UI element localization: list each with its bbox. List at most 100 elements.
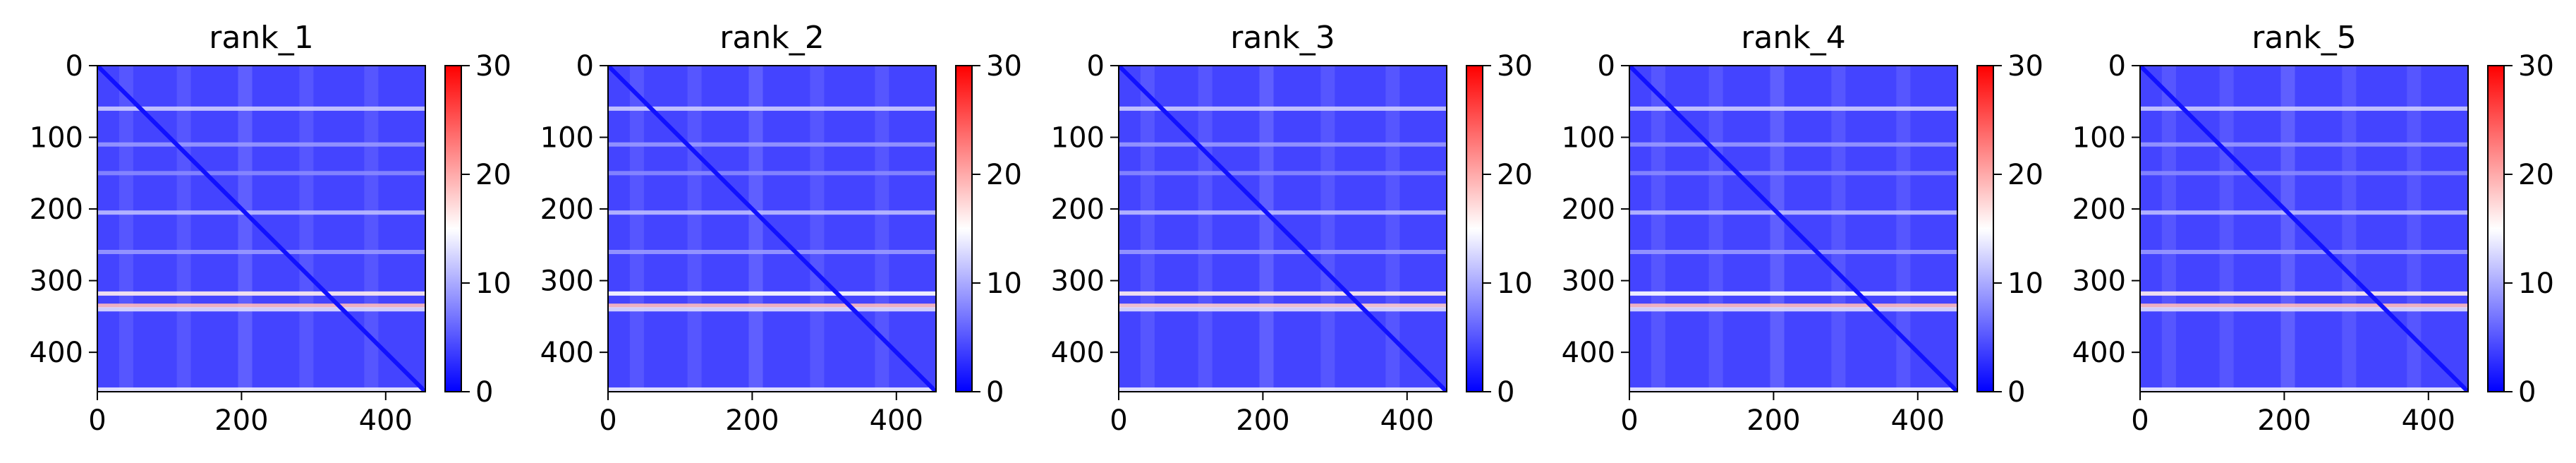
heatmap-image [1119, 66, 1447, 392]
heatmap-horizontal-line [1629, 210, 1957, 215]
y-tick-label: 0 [66, 50, 83, 83]
panel-title: rank_5 [2252, 20, 2356, 56]
y-tick-label: 300 [1051, 265, 1105, 298]
y-tick-label: 0 [1598, 50, 1615, 83]
heatmap-horizontal-line [608, 291, 936, 296]
x-tick-label: 200 [2257, 404, 2311, 437]
panel-title: rank_4 [1741, 20, 1845, 56]
panel-title: rank_1 [209, 20, 313, 56]
heatmap-horizontal-line [608, 303, 936, 308]
heatmap-vertical-band [176, 66, 191, 392]
heatmap-vertical-band [1140, 66, 1155, 392]
colorbar-tick-label: 10 [475, 267, 511, 300]
axes-frame [2139, 65, 2469, 392]
y-tick-label: 100 [1562, 122, 1615, 155]
y-tick-label: 200 [1562, 193, 1615, 226]
x-tick-label: 200 [1236, 404, 1289, 437]
heatmap-horizontal-line [2140, 303, 2468, 308]
y-tick-label: 300 [1562, 265, 1615, 298]
axes-frame [1629, 65, 1958, 392]
colorbar-tick-label: 0 [1497, 376, 1514, 409]
x-tick-label: 200 [1746, 404, 1800, 437]
heatmap-vertical-band [2280, 66, 2295, 392]
axes-frame [97, 65, 426, 392]
heatmap-horizontal-line [1629, 307, 1957, 312]
axes-frame [1118, 65, 1447, 392]
x-tick-label: 0 [599, 404, 616, 437]
heatmap-horizontal-line [97, 142, 425, 147]
heatmap-horizontal-line [1629, 250, 1957, 254]
heatmap-image [2140, 66, 2468, 392]
heatmap-horizontal-line [2140, 291, 2468, 296]
heatmap-vertical-band [687, 66, 702, 392]
heatmap-vertical-band [1259, 66, 1274, 392]
heatmap-panel: rank_2 0 100 200 300 400 0 200 400 0 10 20 30 [540, 20, 1022, 437]
colorbar-tick-label: 30 [475, 50, 511, 83]
heatmap-horizontal-line [97, 210, 425, 215]
panel-title: rank_3 [1230, 20, 1335, 56]
x-tick-label: 0 [1620, 404, 1638, 437]
heatmap-vertical-band [748, 66, 763, 392]
heatmap-horizontal-line [1119, 303, 1447, 308]
heatmap-horizontal-line [97, 106, 425, 111]
heatmap-horizontal-line [608, 250, 936, 254]
colorbar-tick-label: 10 [1497, 267, 1533, 300]
heatmap-vertical-band [1320, 66, 1335, 392]
heatmap-horizontal-line [97, 387, 425, 392]
heatmap-vertical-band [1831, 66, 1846, 392]
colorbar [955, 65, 973, 392]
heatmap-horizontal-line [2140, 250, 2468, 254]
colorbar-tick-label: 0 [986, 376, 1004, 409]
heatmap-horizontal-line [2140, 210, 2468, 215]
heatmap-image [1629, 66, 1957, 392]
colorbar-tick-label: 0 [2007, 376, 2025, 409]
x-tick-label: 0 [88, 404, 106, 437]
colorbar-tick-label: 30 [986, 50, 1022, 83]
colorbar-tick-label: 30 [1497, 50, 1533, 83]
y-tick-label: 300 [30, 265, 83, 298]
y-tick-label: 400 [540, 337, 594, 369]
y-tick-label: 100 [30, 122, 83, 155]
heatmap-vertical-band [238, 66, 253, 392]
x-tick-label: 200 [725, 404, 779, 437]
colorbar-tick-label: 0 [475, 376, 493, 409]
heatmap-horizontal-line [1119, 210, 1447, 215]
heatmap-vertical-band [1651, 66, 1665, 392]
y-tick-label: 0 [1087, 50, 1105, 83]
heatmap-diagonal [1119, 66, 1447, 392]
heatmap-horizontal-line [1119, 171, 1447, 176]
heatmap-vertical-band [629, 66, 644, 392]
heatmap-horizontal-line [97, 171, 425, 176]
heatmap-horizontal-line [2140, 106, 2468, 111]
heatmap-horizontal-line [1119, 387, 1447, 392]
heatmap-horizontal-line [2140, 387, 2468, 392]
x-tick-label: 400 [2402, 404, 2455, 437]
colorbar-tick-label: 10 [986, 267, 1022, 300]
heatmap-vertical-band [1770, 66, 1785, 392]
heatmap-panel: rank_4 0 100 200 300 400 0 200 400 0 10 20 30 [1562, 20, 2043, 437]
colorbar-tick-label: 20 [475, 159, 511, 191]
x-tick-label: 400 [870, 404, 923, 437]
heatmap-vertical-band [810, 66, 825, 392]
heatmap-image [97, 66, 425, 392]
heatmap-horizontal-line [608, 210, 936, 215]
heatmap-horizontal-line [1629, 387, 1957, 392]
heatmap-diagonal [97, 66, 425, 392]
heatmap-horizontal-line [97, 250, 425, 254]
heatmap-image [608, 66, 936, 392]
colorbar-tick-label: 20 [1497, 159, 1533, 191]
colorbar-tick-label: 30 [2007, 50, 2043, 83]
heatmap-diagonal [608, 66, 936, 392]
heatmap-diagonal [2140, 66, 2468, 392]
y-tick-label: 400 [30, 337, 83, 369]
y-tick-label: 400 [1562, 337, 1615, 369]
heatmap-vertical-band [119, 66, 133, 392]
y-tick-label: 100 [1051, 122, 1105, 155]
colorbar-tick-label: 30 [2518, 50, 2554, 83]
y-tick-label: 400 [1051, 337, 1105, 369]
x-tick-label: 400 [1891, 404, 1945, 437]
heatmap-vertical-band [2161, 66, 2176, 392]
heatmap-panel: rank_5 0 100 200 300 400 0 200 400 0 10 20 30 [2072, 20, 2554, 437]
heatmap-panel: rank_1 0 100 200 300 400 0 200 400 0 10 20 30 [30, 20, 511, 437]
y-tick-label: 200 [1051, 193, 1105, 226]
